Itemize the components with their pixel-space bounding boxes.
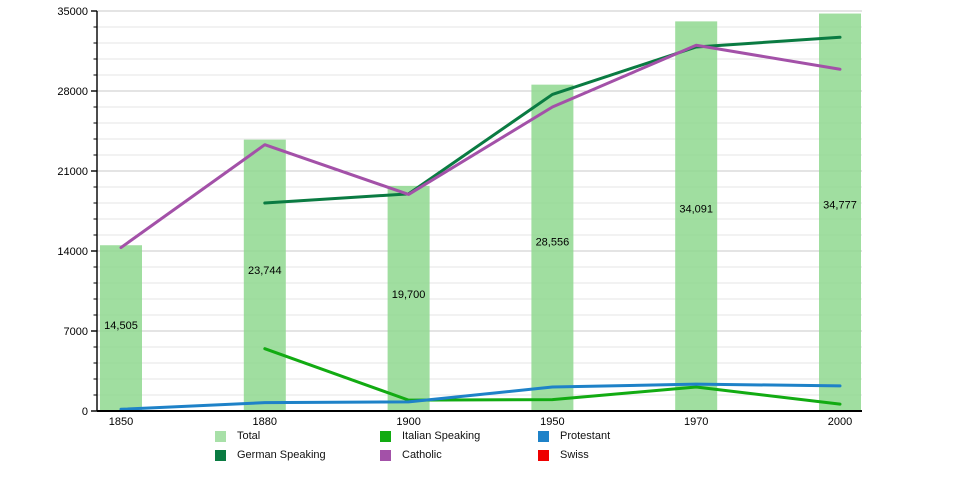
y-tick-label: 7000	[64, 326, 88, 338]
legend-swatch-icon	[538, 430, 549, 442]
bar-value-label-1900: 19,700	[392, 289, 426, 301]
legend-column: Protestant Swiss	[538, 429, 610, 462]
legend-label: German Speaking	[237, 449, 326, 461]
total-bar-1880	[243, 139, 286, 411]
legend-label: Protestant	[560, 430, 611, 442]
total-bar-1950	[531, 84, 574, 411]
total-bar-1970	[675, 21, 718, 411]
y-tick-label: 28000	[57, 86, 88, 98]
legend-label: Swiss	[560, 449, 589, 461]
legend-item-protestant: Protestant	[538, 429, 610, 443]
x-tick-label-1850: 1850	[109, 416, 133, 428]
x-tick-label-1970: 1970	[684, 416, 708, 428]
bar-value-label-2000: 34,777	[823, 199, 857, 211]
y-tick-label: 14000	[57, 246, 88, 258]
y-tick-label: 35000	[57, 6, 88, 18]
bar-value-label-1850: 14,505	[104, 320, 138, 332]
series-line-protestant	[119, 382, 842, 411]
legend-item-total: Total	[215, 429, 326, 443]
bar-value-label-1970: 34,091	[679, 203, 713, 215]
legend-column: Total German Speaking	[215, 429, 326, 462]
bar-value-label-1880: 23,744	[248, 265, 282, 277]
legend-item-swiss: Swiss	[538, 448, 610, 462]
y-tick-label: 21000	[57, 166, 88, 178]
legend-swatch-icon	[380, 449, 391, 461]
x-tick-label-1880: 1880	[253, 416, 277, 428]
total-bar-2000	[819, 13, 861, 411]
bar-value-label-1950: 28,556	[536, 236, 570, 248]
legend-item-german-speaking: German Speaking	[215, 448, 326, 462]
x-tick-label-2000: 2000	[828, 416, 852, 428]
legend-item-catholic: Catholic	[380, 448, 480, 462]
series-line-italian-speaking	[263, 347, 842, 406]
legend-swatch-icon	[380, 430, 391, 442]
legend-swatch-icon	[215, 430, 226, 442]
legend-item-italian-speaking: Italian Speaking	[380, 429, 480, 443]
y-tick-label: 0	[82, 406, 88, 418]
x-tick-label-1900: 1900	[396, 416, 420, 428]
legend-swatch-icon	[215, 449, 226, 461]
legend-swatch-icon	[538, 449, 549, 461]
legend-label: Total	[237, 430, 261, 442]
legend-label: Catholic	[402, 449, 442, 461]
total-bar-1900	[387, 185, 430, 411]
x-tick-label-1950: 1950	[540, 416, 564, 428]
legend-label: Italian Speaking	[402, 430, 481, 442]
series-line-german-speaking	[263, 35, 842, 205]
series-line-catholic	[119, 43, 842, 250]
total-bar-1850	[100, 245, 142, 411]
legend-column: Italian Speaking Catholic	[380, 429, 480, 462]
chart-legend: Total German Speaking Italian Speaking Cath…	[0, 0, 960, 461]
